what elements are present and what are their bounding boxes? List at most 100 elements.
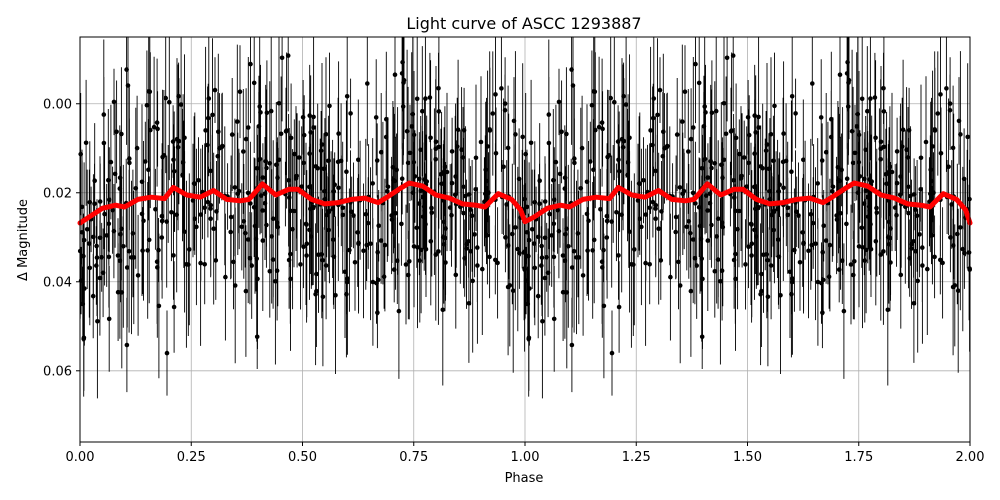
data-point	[159, 235, 165, 240]
data-point	[947, 101, 953, 106]
data-point	[159, 213, 165, 219]
data-point	[601, 303, 607, 309]
data-point	[80, 301, 86, 307]
data-point	[830, 189, 835, 194]
data-point	[174, 212, 179, 217]
data-point	[781, 131, 786, 136]
data-point	[886, 242, 892, 247]
data-point	[899, 144, 905, 149]
data-point	[423, 221, 428, 227]
data-point	[146, 167, 151, 173]
data-point	[483, 191, 488, 196]
data-point	[243, 136, 249, 142]
data-point	[180, 172, 185, 178]
data-point	[797, 260, 803, 265]
data-point	[906, 128, 912, 133]
data-point	[526, 237, 532, 243]
data-point	[112, 171, 118, 177]
data-point	[701, 157, 707, 163]
data-point	[525, 301, 531, 307]
y-tick-label: 0.04	[43, 275, 72, 290]
data-point	[264, 110, 270, 116]
data-point	[81, 237, 87, 243]
data-point	[854, 124, 859, 129]
data-point	[557, 171, 563, 177]
data-point	[714, 234, 719, 239]
data-point	[468, 249, 473, 254]
data-point	[127, 160, 132, 166]
data-point	[363, 212, 369, 217]
data-point	[212, 87, 218, 93]
data-point	[715, 216, 721, 221]
data-point	[965, 134, 970, 140]
data-point	[320, 294, 326, 300]
data-point	[311, 204, 316, 210]
data-point	[596, 124, 602, 130]
data-point	[560, 253, 566, 258]
data-point	[600, 265, 605, 270]
data-point	[382, 242, 388, 248]
data-point	[493, 92, 498, 97]
data-point	[878, 252, 884, 257]
data-point	[585, 248, 590, 253]
data-point	[164, 219, 169, 224]
data-point	[580, 273, 586, 278]
data-point	[118, 232, 123, 237]
data-point	[904, 147, 909, 152]
data-point	[106, 177, 111, 183]
data-point	[301, 160, 306, 166]
data-point	[307, 113, 313, 118]
data-point	[873, 239, 879, 244]
data-point	[776, 254, 782, 260]
data-point	[743, 262, 748, 267]
data-point	[300, 115, 306, 120]
data-point	[818, 115, 824, 120]
data-point	[572, 156, 577, 161]
data-point	[605, 154, 610, 160]
data-point	[749, 222, 754, 227]
data-point	[746, 244, 751, 249]
data-point	[810, 81, 815, 86]
data-point	[104, 233, 109, 238]
data-point	[862, 258, 868, 263]
data-point	[712, 161, 718, 166]
data-point	[826, 274, 832, 280]
data-point	[171, 157, 176, 163]
data-point	[911, 192, 917, 197]
data-point	[918, 155, 924, 161]
data-point	[154, 259, 160, 265]
data-point	[569, 67, 574, 72]
data-point	[400, 104, 406, 109]
data-point	[155, 126, 160, 132]
data-point	[758, 291, 763, 297]
data-point	[338, 158, 344, 164]
data-point	[749, 253, 754, 258]
data-point	[522, 196, 527, 202]
data-point	[713, 108, 719, 114]
data-point	[159, 218, 165, 224]
data-point	[106, 316, 112, 322]
data-point	[182, 229, 187, 235]
data-point	[721, 157, 727, 163]
data-point	[888, 260, 893, 265]
data-point	[115, 253, 121, 258]
data-point	[569, 342, 575, 348]
data-point	[111, 99, 117, 105]
data-point	[575, 231, 581, 236]
data-point	[414, 225, 420, 231]
data-point	[526, 253, 531, 259]
data-point	[800, 230, 805, 235]
data-point	[316, 252, 321, 257]
data-point	[131, 255, 137, 260]
data-point	[696, 205, 702, 210]
data-point	[242, 230, 248, 236]
data-point	[733, 135, 739, 141]
data-point	[374, 158, 380, 163]
data-point	[856, 132, 862, 138]
data-point	[287, 195, 292, 200]
data-point	[819, 158, 825, 163]
data-point	[453, 272, 459, 278]
data-point	[180, 160, 186, 165]
data-point	[905, 155, 911, 160]
data-point	[101, 112, 107, 117]
